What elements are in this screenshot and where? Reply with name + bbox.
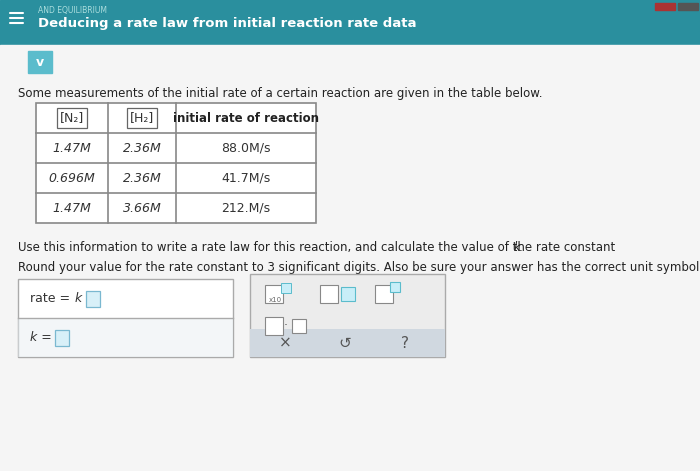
Bar [86,291,100,307]
Text: ↺: ↺ [339,335,351,350]
Text: 1.47M: 1.47M [52,141,92,154]
Text: k: k [514,241,520,254]
Text: ·: · [284,319,288,333]
Text: 1.47M: 1.47M [52,202,92,214]
Bar [655,3,675,10]
Text: 0.696M: 0.696M [48,171,95,185]
Bar [375,285,393,303]
Text: 3.66M: 3.66M [122,202,162,214]
Bar [678,3,698,10]
Bar [390,282,400,292]
Bar [341,287,355,301]
Bar [292,319,306,333]
Bar [18,279,233,357]
Text: k =: k = [30,331,56,344]
Text: Round your value for the rate constant to 3 significant digits. Also be sure you: Round your value for the rate constant t… [18,261,700,274]
Bar [281,283,291,293]
Bar [250,274,445,357]
Bar [55,330,69,346]
Text: 88.0M/s: 88.0M/s [221,141,271,154]
Text: rate =: rate = [30,292,74,305]
Text: Deducing a rate law from initial reaction rate data: Deducing a rate law from initial reactio… [38,17,416,30]
Text: .: . [519,241,522,254]
Bar [250,329,445,357]
Text: Use this information to write a rate law for this reaction, and calculate the va: Use this information to write a rate law… [18,241,619,254]
Text: 41.7M/s: 41.7M/s [221,171,271,185]
Bar [265,285,283,303]
Bar [28,51,52,73]
Text: initial rate of reaction: initial rate of reaction [173,112,319,124]
Text: Some measurements of the initial rate of a certain reaction are given in the tab: Some measurements of the initial rate of… [18,87,542,100]
Text: ×: × [279,335,291,350]
Bar [0,0,700,45]
Text: 212.M/s: 212.M/s [221,202,271,214]
Text: k: k [75,292,83,305]
Text: [N₂]: [N₂] [60,112,84,124]
Text: AND EQUILIBRIUM: AND EQUILIBRIUM [38,6,107,15]
Text: v: v [36,56,44,68]
Text: x10: x10 [269,297,282,303]
Text: [H₂]: [H₂] [130,112,154,124]
Text: 2.36M: 2.36M [122,141,162,154]
Text: 2.36M: 2.36M [122,171,162,185]
Text: ?: ? [401,335,409,350]
Bar [320,285,338,303]
Bar [18,318,233,357]
Bar [265,317,283,335]
Bar [36,103,316,223]
